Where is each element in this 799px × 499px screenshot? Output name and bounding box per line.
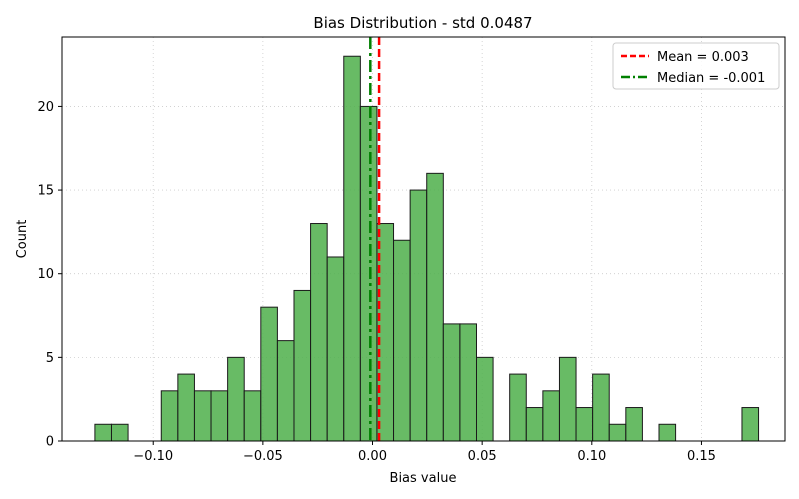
histogram-bar [94,423,112,442]
x-tick-label: 0.15 [687,449,716,464]
x-tick-label: 0.10 [577,449,606,464]
histogram-bar [293,289,312,442]
histogram-bar [243,390,262,442]
x-tick-label: −0.10 [133,449,173,464]
x-tick-label: 0.00 [358,449,387,464]
y-tick-label: 15 [37,184,54,199]
histogram-bar [592,373,610,442]
histogram-bar [326,256,345,442]
histogram-bar [525,407,544,442]
histogram-bar [608,423,627,442]
legend-mean-label: Mean = 0.003 [657,50,749,65]
histogram-bar [310,223,328,442]
histogram-bar [210,390,229,442]
histogram-bar [658,423,677,442]
histogram-bar [625,407,643,442]
y-tick-label: 10 [37,267,54,282]
histogram-bar [409,189,428,442]
histogram-bar [426,172,444,442]
histogram-bar [260,306,278,442]
histogram-bar [442,323,461,442]
legend: Mean = 0.003 Median = -0.001 [612,42,780,90]
histogram-bars [94,55,760,442]
histogram-bar [227,356,245,442]
histogram-bar [475,356,494,442]
legend-median-label: Median = -0.001 [657,71,765,86]
x-tick-label: −0.05 [243,449,283,464]
histogram-bar [459,323,477,442]
histogram-bar [558,356,577,442]
histogram-bar [110,423,129,442]
histogram-bar [160,390,179,442]
y-axis-ticks: 0 5 10 15 20 [37,100,62,450]
y-tick-label: 5 [46,351,54,366]
histogram-bar [393,239,411,442]
x-tick-label: 0.05 [468,449,497,464]
plot-frame [61,36,786,442]
histogram-bar [177,373,195,442]
y-axis-label: Count [15,220,30,259]
histogram-bar [575,407,594,442]
histogram-bar [741,407,760,442]
histogram-bar [509,373,527,442]
y-tick-label: 0 [46,435,54,450]
reference-lines [369,37,381,441]
histogram-bar [542,390,560,442]
legend-box [612,42,780,90]
y-tick-label: 20 [37,100,54,115]
histogram-bar [276,340,295,442]
x-axis-label: Bias value [390,471,457,486]
histogram-bar [343,55,361,442]
histogram-bar [193,390,212,442]
histogram-bar [359,105,378,442]
x-axis-ticks: −0.10 −0.05 0.00 0.05 0.10 0.15 [133,441,716,464]
chart-title: Bias Distribution - std 0.0487 [313,14,532,32]
